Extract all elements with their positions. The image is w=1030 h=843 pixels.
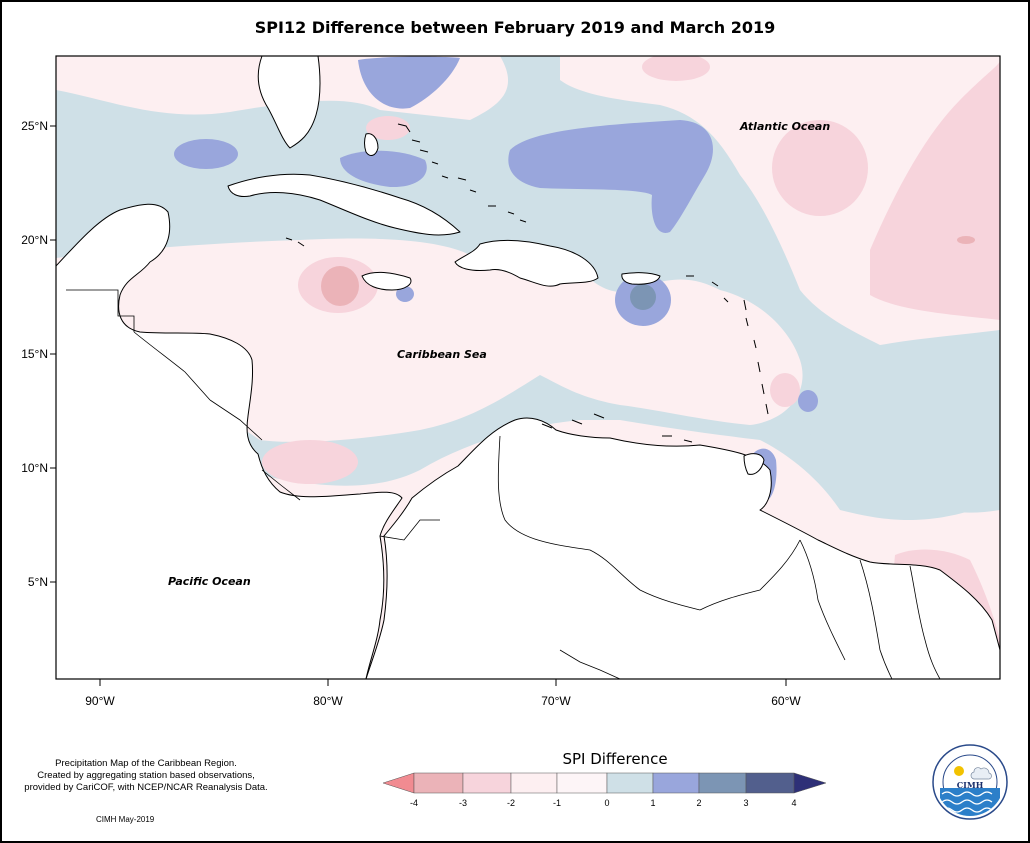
cloud-icon xyxy=(970,767,992,780)
contour-steelblue-puerto-rico xyxy=(630,284,656,310)
lat-axis: 25°N 20°N 15°N 10°N 5°N xyxy=(21,119,56,589)
border-colombia-venezuela xyxy=(497,435,701,611)
lon-tick-label: 60°W xyxy=(771,694,801,708)
map-notes: Precipitation Map of the Caribbean Regio… xyxy=(6,758,286,794)
contour-blue-florida-strait xyxy=(340,150,427,188)
land-masses xyxy=(55,55,1001,680)
contour-pink-bahamas xyxy=(366,116,410,140)
border-suriname-guiana xyxy=(909,565,941,680)
colorbar-tick-label: 4 xyxy=(791,798,796,808)
border-nicaragua-costarica xyxy=(261,469,301,501)
land-mexico-central-america xyxy=(55,203,403,680)
note-line: Precipitation Map of the Caribbean Regio… xyxy=(55,758,237,769)
border-mexico-guatemala xyxy=(66,289,135,332)
cayman-islands xyxy=(285,237,305,247)
lat-tick-label: 25°N xyxy=(21,119,48,133)
land-cuba xyxy=(227,173,461,236)
colorbar-tick-label: 0 xyxy=(604,798,609,808)
contour-blue-atlantic xyxy=(508,120,713,233)
bahamas-islands xyxy=(397,123,527,223)
colorbar-segment xyxy=(510,772,558,794)
map-border xyxy=(55,55,1001,680)
border-colombia-brazil xyxy=(559,649,621,680)
contour-blue-south-atlantic xyxy=(800,330,1000,513)
country-borders xyxy=(66,289,941,680)
note-line: provided by CariCOF, with NCEP/NCAR Rean… xyxy=(24,782,268,793)
lon-tick-label: 70°W xyxy=(541,694,571,708)
contour-pink-ne-small xyxy=(642,56,710,81)
contour-blue-north xyxy=(358,56,460,109)
contour-pink-atlantic-2 xyxy=(870,60,1000,320)
colorbar-segment xyxy=(698,772,747,794)
atlantic-ocean-label: Atlantic Ocean xyxy=(739,120,830,133)
colorbar-tick-label: 2 xyxy=(696,798,701,808)
lesser-antilles xyxy=(686,275,769,415)
border-venezuela-brazil xyxy=(699,539,801,611)
contour-blue-gulf xyxy=(174,139,238,169)
contour-pink-honduras xyxy=(262,440,358,484)
colorbar-segment xyxy=(652,772,700,794)
caribbean-sea-label: Caribbean Sea xyxy=(397,348,487,361)
border-guyana-suriname xyxy=(859,559,893,680)
date-note: CIMH May-2019 xyxy=(96,815,155,824)
land-hispaniola xyxy=(454,239,599,287)
small-islands xyxy=(285,123,769,443)
note-line: Created by aggregating station based obs… xyxy=(37,770,255,781)
map-title: SPI12 Difference between February 2019 a… xyxy=(254,18,776,37)
border-venezuela-guyana xyxy=(799,539,846,661)
colorbar-segment xyxy=(382,772,415,794)
border-guatemala-honduras xyxy=(133,331,211,401)
land-florida xyxy=(257,55,321,149)
border-honduras-nicaragua xyxy=(209,399,263,441)
sun-icon xyxy=(954,766,964,776)
land-puerto-rico xyxy=(621,272,661,285)
logo-waves xyxy=(940,788,1000,816)
contour-deeppink-jamaica xyxy=(321,266,359,306)
colorbar-tick-label: -1 xyxy=(553,798,561,808)
colorbar-segment xyxy=(793,772,827,794)
colorbar-tick-label: 1 xyxy=(650,798,655,808)
lon-tick-label: 90°W xyxy=(85,694,115,708)
contour-deeppink-atlantic xyxy=(957,236,975,244)
abc-islands xyxy=(541,413,693,443)
colorbar-segment xyxy=(462,772,512,794)
colorbar-tick-label: 3 xyxy=(743,798,748,808)
colorbar: -4 -3 -2 -1 0 1 2 3 4 xyxy=(382,772,827,808)
land-jamaica xyxy=(361,271,412,291)
lat-tick-label: 15°N xyxy=(21,347,48,361)
lat-tick-label: 5°N xyxy=(28,575,48,589)
colorbar-segment xyxy=(413,772,464,794)
land-andros xyxy=(364,133,379,156)
cimh-logo: CIMH xyxy=(932,744,1008,820)
pacific-ocean-label: Pacific Ocean xyxy=(168,575,251,588)
logo-center-text: CIMH xyxy=(957,780,984,790)
land-trinidad xyxy=(743,453,765,475)
border-panama-colombia xyxy=(379,519,440,541)
contour-pink-lesser-antilles xyxy=(770,373,800,407)
lat-tick-label: 20°N xyxy=(21,233,48,247)
colorbar-tick-label: -3 xyxy=(459,798,467,808)
lat-tick-label: 10°N xyxy=(21,461,48,475)
contour-blue-jamaica-east xyxy=(396,286,414,302)
colorbar-tick-label: -4 xyxy=(410,798,418,808)
lon-tick-label: 80°W xyxy=(313,694,343,708)
colorbar-segment xyxy=(745,772,795,794)
colorbar-segment xyxy=(606,772,654,794)
lon-axis: 90°W 80°W 70°W 60°W xyxy=(85,679,801,708)
land-south-america xyxy=(365,417,1001,680)
contour-blue-barbados xyxy=(798,390,818,412)
colorbar-tick-label: -2 xyxy=(507,798,515,808)
legend-title: SPI Difference xyxy=(562,750,668,768)
contour-pink-atlantic-1 xyxy=(772,120,868,216)
colorbar-segment xyxy=(556,772,608,794)
